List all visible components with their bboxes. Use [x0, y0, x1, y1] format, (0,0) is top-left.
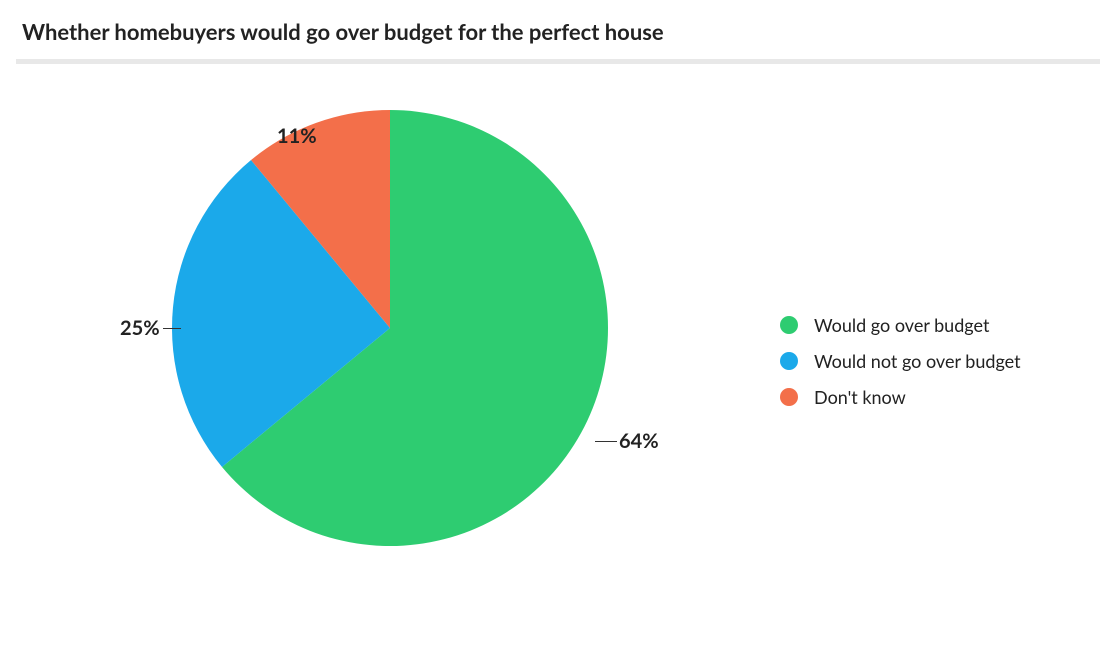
legend-swatch-0 [780, 316, 798, 334]
connector-25 [163, 328, 181, 329]
legend: Would go over budget Would not go over b… [780, 314, 1021, 422]
connector-64 [595, 441, 617, 442]
chart-title: Whether homebuyers would go over budget … [0, 0, 1116, 59]
legend-text-2: Don't know [814, 386, 906, 408]
slice-label-11: 11% [277, 124, 317, 148]
legend-item-dont-know: Don't know [780, 386, 1021, 408]
legend-swatch-1 [780, 352, 798, 370]
slice-label-64: 64% [619, 429, 659, 453]
slice-label-25: 25% [120, 316, 160, 340]
legend-swatch-2 [780, 388, 798, 406]
legend-item-would-not-go-over: Would not go over budget [780, 350, 1021, 372]
chart-area: 64% 25% 11% Would go over budget Would n… [0, 64, 1116, 624]
pie-chart [172, 110, 608, 550]
pie-svg [172, 110, 608, 546]
legend-text-0: Would go over budget [814, 314, 989, 336]
legend-text-1: Would not go over budget [814, 350, 1021, 372]
legend-item-would-go-over: Would go over budget [780, 314, 1021, 336]
